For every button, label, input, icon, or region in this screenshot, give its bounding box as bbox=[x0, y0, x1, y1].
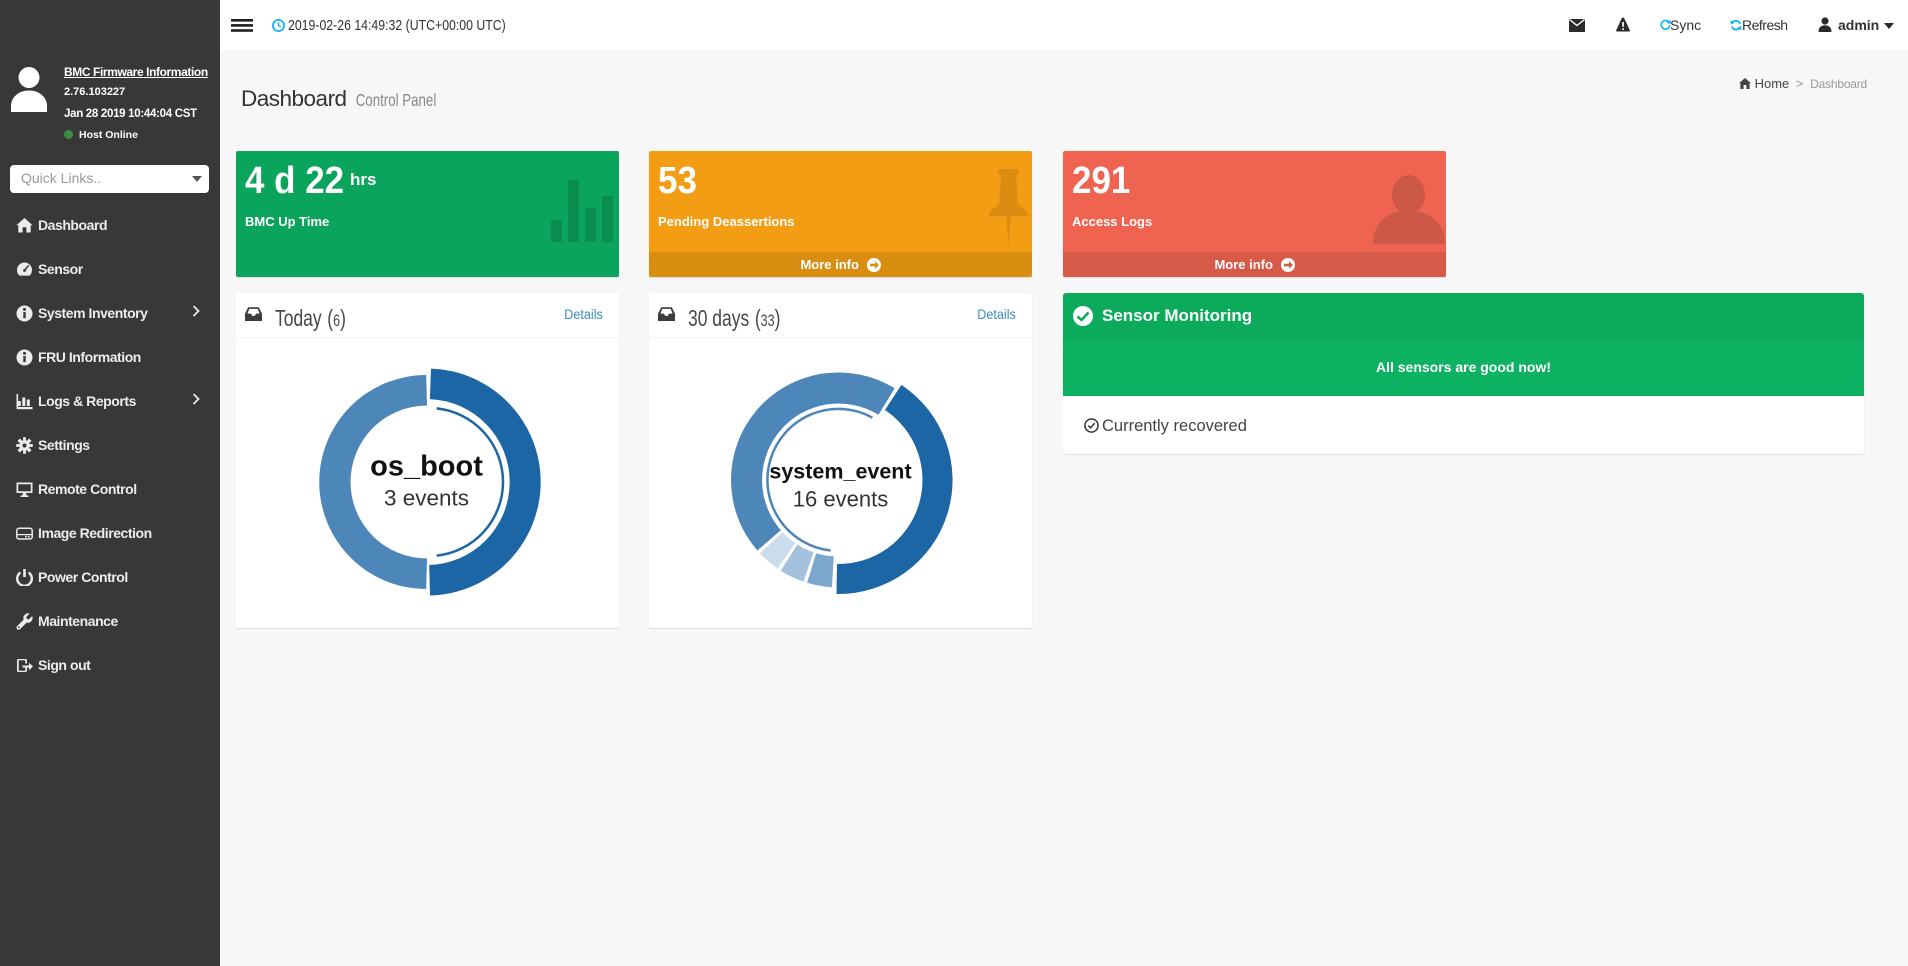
svg-text:16 events: 16 events bbox=[793, 487, 888, 512]
svg-text:system_event: system_event bbox=[769, 460, 911, 484]
svg-text:os_boot: os_boot bbox=[370, 451, 483, 483]
svg-text:3 events: 3 events bbox=[384, 486, 469, 511]
